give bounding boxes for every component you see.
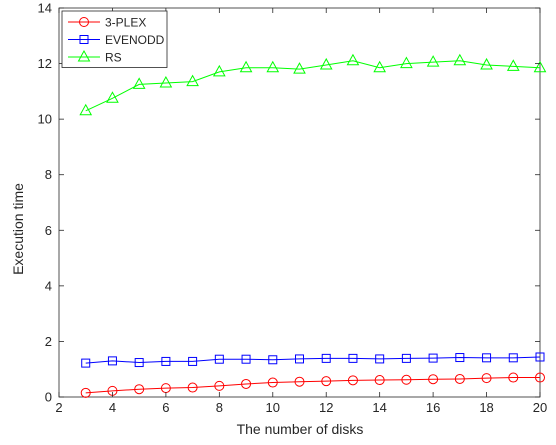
data-point (428, 374, 439, 385)
data-point (294, 376, 305, 387)
data-point (347, 375, 358, 386)
series-3-plex (80, 372, 545, 398)
data-point (295, 354, 304, 364)
series-line (85, 60, 541, 112)
y-tick-label: 14 (38, 1, 52, 16)
y-tick-label: 12 (38, 56, 52, 71)
data-point (214, 354, 224, 364)
data-point (132, 77, 146, 89)
data-point (134, 384, 145, 395)
data-point (454, 373, 465, 384)
legend-marker (77, 49, 91, 62)
data-point (375, 354, 385, 364)
data-point (480, 57, 493, 70)
data-point (400, 56, 413, 69)
data-point (266, 60, 280, 73)
data-point (106, 91, 119, 103)
data-point (348, 353, 358, 363)
data-point (107, 356, 117, 366)
x-tick-label: 8 (216, 400, 223, 415)
data-point (401, 353, 411, 363)
data-point (293, 62, 306, 74)
y-tick-label: 4 (45, 278, 52, 293)
data-point (535, 372, 545, 383)
data-point (161, 356, 171, 366)
x-tick-label: 14 (372, 400, 386, 415)
x-tick-label: 20 (533, 400, 547, 415)
legend-item: 3-PLEX (68, 16, 146, 30)
x-tick-label: 18 (479, 400, 493, 415)
y-tick-label: 8 (45, 167, 52, 182)
legend-item: EVENODD (68, 33, 165, 47)
x-tick-label: 12 (319, 400, 333, 415)
x-axis-label: The number of disks (237, 421, 364, 437)
data-point (134, 358, 144, 368)
y-tick-label: 6 (45, 223, 52, 238)
x-tick-label: 2 (55, 400, 62, 415)
data-point (508, 353, 518, 363)
data-point (79, 103, 93, 116)
data-point (373, 60, 387, 73)
data-point (241, 378, 252, 389)
series-layer (79, 53, 547, 398)
data-point (321, 353, 331, 363)
y-axis-label: Execution time (10, 183, 26, 275)
data-point (241, 354, 251, 364)
legend-marker (79, 35, 89, 44)
data-point (346, 53, 360, 66)
data-point (481, 373, 492, 384)
series-rs (79, 53, 547, 116)
data-point (239, 60, 253, 73)
data-point (535, 352, 545, 362)
data-point (482, 353, 492, 363)
data-point (159, 75, 173, 88)
series-evenodd (81, 352, 545, 368)
data-point (508, 372, 519, 383)
legend: 3-PLEX EVENODD RS (61, 10, 168, 68)
legend-label: RS (105, 51, 122, 65)
data-point (374, 375, 385, 386)
data-point (212, 64, 226, 77)
data-point (453, 53, 467, 66)
data-point (533, 60, 547, 73)
x-tick-label: 6 (162, 400, 169, 415)
data-point (80, 387, 91, 398)
data-point (428, 353, 438, 363)
data-point (214, 380, 225, 391)
data-point (188, 356, 198, 366)
x-tick-label: 4 (109, 400, 116, 415)
legend-label: 3-PLEX (105, 16, 146, 30)
y-tick-label: 10 (38, 112, 52, 127)
x-tick-label: 16 (426, 400, 440, 415)
x-tick-label: 10 (266, 400, 280, 415)
data-point (268, 355, 278, 365)
data-point (321, 376, 332, 387)
legend-label: EVENODD (105, 33, 165, 47)
y-tick-label: 2 (45, 334, 52, 349)
data-point (401, 374, 412, 385)
data-point (455, 353, 465, 363)
legend-marker (79, 17, 89, 27)
data-point (319, 57, 333, 70)
y-tick-label: 0 (45, 390, 52, 405)
data-point (267, 377, 278, 388)
data-point (81, 358, 91, 368)
data-point (506, 59, 520, 71)
legend-item: RS (68, 49, 122, 65)
data-point (426, 55, 440, 67)
data-point (187, 382, 198, 393)
data-point (186, 74, 199, 87)
